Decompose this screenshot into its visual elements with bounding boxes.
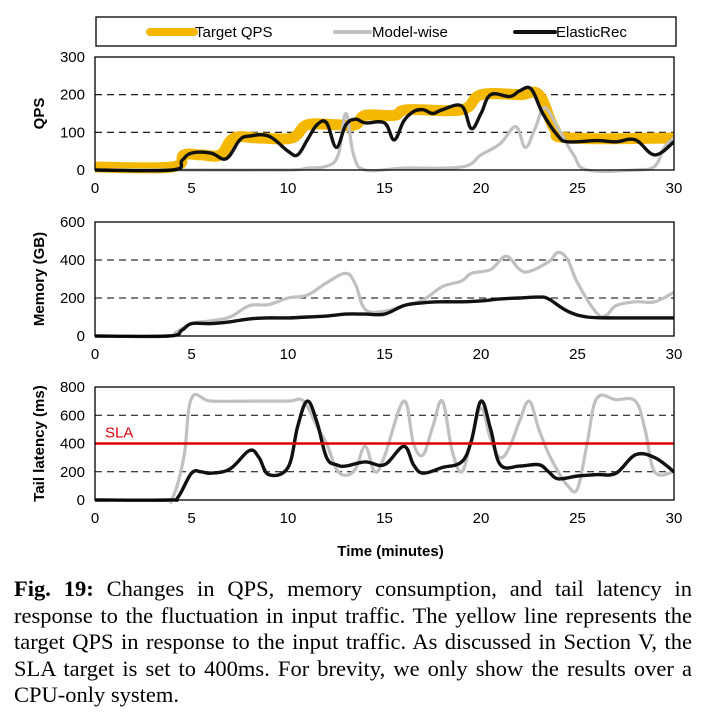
x-tick-label: 20 — [473, 346, 490, 363]
y-tick-label: 300 — [60, 49, 85, 66]
y-axis-title: QPS — [31, 98, 48, 130]
x-tick-label: 25 — [569, 180, 586, 197]
y-tick-label: 600 — [60, 214, 85, 231]
x-tick-label: 10 — [280, 510, 297, 527]
x-tick-label: 15 — [376, 180, 393, 197]
x-tick-label: 5 — [187, 346, 195, 363]
plot-frame — [94, 386, 675, 501]
x-tick-label: 15 — [376, 346, 393, 363]
plot-frame — [94, 221, 675, 337]
legend-label-model-wise: Model-wise — [372, 24, 448, 41]
x-tick-label: 0 — [91, 180, 99, 197]
panel-2: 0 200 400 600 0 5 10 15 20 25 30 Memory (GB) — [31, 214, 682, 363]
sla-annotation: SLA — [105, 425, 133, 442]
x-tick-label: 25 — [569, 510, 586, 527]
series-group — [95, 250, 674, 339]
x-tick-label: 20 — [473, 510, 490, 527]
x-tick-label: 5 — [187, 180, 195, 197]
x-tick-label: 5 — [187, 510, 195, 527]
x-tick-label: 25 — [569, 346, 586, 363]
caption-label: Fig. 19: — [14, 576, 94, 601]
y-tick-label: 0 — [77, 328, 85, 345]
figure-caption: Fig. 19: Changes in QPS, memory consumpt… — [14, 576, 692, 709]
legend: Target QPS Model-wise ElasticRec — [95, 16, 677, 47]
y-tick-label: 200 — [60, 290, 85, 307]
y-tick-label: 200 — [60, 464, 85, 481]
legend-label-target-qps: Target QPS — [195, 24, 273, 41]
series-line-model-wise — [95, 250, 674, 338]
x-tick-label: 30 — [666, 180, 683, 197]
series-line-elasticrec — [95, 295, 674, 339]
y-tick-label: 100 — [60, 124, 85, 141]
y-axis-title: Tail latency (ms) — [31, 385, 48, 501]
x-axis-title: Time (minutes) — [337, 543, 443, 560]
y-tick-label: 400 — [60, 252, 85, 269]
series-line-model-wise — [95, 392, 674, 504]
x-tick-label: 30 — [666, 510, 683, 527]
x-tick-label: 30 — [666, 346, 683, 363]
y-tick-label: 600 — [60, 407, 85, 424]
plot-frame — [94, 56, 675, 171]
plot-area — [95, 222, 674, 336]
y-tick-label: 200 — [60, 87, 85, 104]
x-tick-label: 0 — [91, 510, 99, 527]
y-axis-title: Memory (GB) — [31, 232, 48, 326]
y-tick-label: 0 — [77, 162, 85, 179]
x-tick-label: 15 — [376, 510, 393, 527]
y-tick-label: 400 — [60, 436, 85, 453]
caption-text: Changes in QPS, memory consumption, and … — [14, 576, 692, 707]
x-tick-label: 0 — [91, 346, 99, 363]
y-tick-label: 800 — [60, 379, 85, 396]
x-tick-label: 10 — [280, 346, 297, 363]
series-line-elasticrec — [95, 399, 674, 502]
panel-3: 0 200 400 600 800 0 5 10 15 20 25 30 Tail latency (m… — [31, 379, 682, 560]
x-tick-label: 10 — [280, 180, 297, 197]
series-line-elasticrec — [95, 85, 674, 173]
series-line-target-qps — [95, 86, 674, 174]
panel-1: 0 100 200 300 0 5 10 15 20 25 30 QPS — [31, 49, 682, 197]
legend-label-elasticrec: ElasticRec — [556, 24, 627, 41]
series-group — [95, 392, 674, 504]
figure: Target QPS Model-wise ElasticRec 0100200… — [31, 16, 682, 560]
y-tick-label: 0 — [77, 492, 85, 509]
x-tick-label: 20 — [473, 180, 490, 197]
